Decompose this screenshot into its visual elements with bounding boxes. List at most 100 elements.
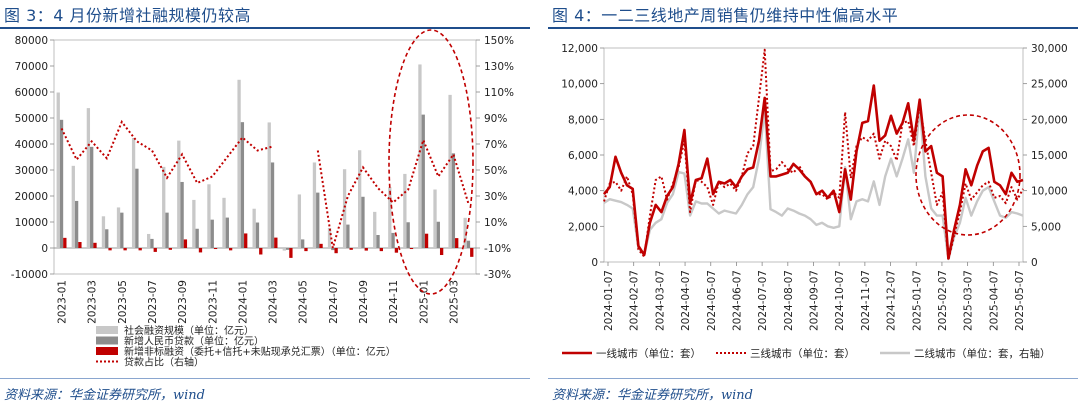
bottom-rule	[548, 378, 1078, 379]
bar-3	[364, 248, 368, 251]
y-tick-label: 70000	[15, 61, 48, 73]
y2-tick-label: 70%	[484, 139, 507, 151]
bar-3	[153, 248, 157, 252]
bottom-rule	[0, 378, 530, 379]
y-tick-label: 80000	[15, 35, 48, 47]
bar-2	[391, 232, 395, 248]
y2-tick-label: 0	[1031, 257, 1038, 269]
bar-3	[319, 243, 323, 248]
bar-3	[394, 248, 399, 253]
x-tick-label: 2024-08-07	[783, 270, 795, 331]
bar-3	[138, 248, 142, 251]
bar-1	[86, 108, 91, 249]
y2-tick-label: 15,000	[1031, 150, 1068, 162]
y2-tick-label: 10%	[484, 217, 507, 229]
legend-label: 三线城市（单位：套）	[750, 347, 855, 360]
bar-1	[267, 122, 271, 248]
x-tick-label: 2025-03-07	[963, 270, 975, 331]
legend-swatch	[96, 347, 118, 355]
y-tick-label: 30000	[15, 165, 48, 177]
bar-1	[222, 197, 226, 248]
bar-2	[376, 235, 380, 248]
y2-tick-label: -30%	[484, 269, 511, 281]
x-tick-label: 2025-01	[418, 280, 430, 324]
bar-1	[162, 166, 166, 248]
legend-label: 新增人民币贷款（单位：亿元）	[124, 335, 264, 348]
x-tick-label: 2024-12-07	[886, 270, 898, 331]
y-tick-label: 12,000	[561, 43, 598, 55]
bar-1	[418, 64, 422, 248]
title-rule	[0, 27, 530, 29]
bar-2	[406, 222, 410, 248]
y-tick-label: 10,000	[561, 79, 598, 91]
x-tick-label: 2023-07	[147, 280, 159, 324]
x-tick-label: 2023-09	[177, 280, 189, 324]
social-financing-chart: -10000 0 10000 20000 30000 40000 50000 60000 700…	[11, 29, 514, 369]
panel-social-financing: 图 3：4 月份新增社融规模仍较高 -10000 0 10000 20000 30000…	[0, 0, 530, 407]
bar-1	[342, 169, 347, 248]
y2-tick-label: 25,000	[1031, 79, 1068, 91]
bar-2	[285, 248, 290, 250]
bar-3	[470, 248, 474, 257]
bar-3	[168, 248, 172, 250]
bar-3	[424, 233, 429, 248]
legend-label: 新增非标融资（委托+信托+未贴现承兑汇票）（单位：亿元）	[124, 345, 396, 358]
x-tick-label: 2024-01-07	[603, 270, 615, 331]
bar-2	[270, 162, 275, 248]
x-tick-label: 2024-01	[237, 280, 249, 324]
bar-1	[312, 162, 317, 248]
x-tick-label: 2025-01-07	[911, 270, 923, 331]
bar-2	[346, 224, 350, 248]
bar-3	[274, 237, 278, 248]
y-tick-label: 0	[41, 243, 48, 255]
panel-property-sales: 图 4：一二三线地产周销售仍维持中性偏高水平 0 2,000 4,000 6,000 8…	[548, 0, 1078, 407]
bar-2	[150, 238, 154, 248]
bar-2	[120, 212, 124, 248]
bar-3	[259, 248, 263, 255]
bar-2	[421, 114, 425, 249]
x-tick-label: 2024-09-07	[809, 270, 821, 331]
bar-3	[244, 233, 248, 248]
x-tick-label: 2023-11	[207, 280, 219, 324]
x-tick-label: 2024-07-07	[757, 270, 769, 331]
bar-2	[74, 200, 79, 248]
bar-1	[388, 187, 392, 248]
y-tick-label: 2,000	[568, 221, 598, 233]
bar-3	[78, 242, 82, 248]
plot-frame	[53, 39, 477, 275]
bar-1	[448, 94, 452, 248]
bar-2	[180, 181, 184, 248]
y2-tick-label: 5,000	[1031, 221, 1061, 233]
bar-1	[147, 233, 151, 248]
bar-2	[59, 119, 64, 248]
bar-1	[207, 184, 211, 248]
bar-3	[409, 248, 414, 250]
y-tick-label: 20000	[15, 191, 48, 203]
bar-3	[108, 248, 112, 251]
x-tick-label: 2023-01	[57, 280, 69, 324]
x-tick-label: 2024-04-07	[680, 270, 692, 331]
legend-swatch	[96, 336, 118, 345]
x-tick-label: 2024-05-07	[706, 270, 718, 331]
bar-2	[210, 219, 214, 248]
bar-2	[316, 192, 320, 248]
legend-label: 一线城市（单位：套）	[596, 347, 701, 360]
y-tick-label: 60000	[15, 87, 48, 99]
bar-3	[228, 248, 233, 251]
bar-2	[331, 248, 335, 251]
x-tick-label: 2024-03-07	[654, 270, 666, 331]
x-tick-label: 2025-04-07	[988, 270, 1000, 331]
x-tick-label: 2023-05	[117, 280, 129, 324]
bar-2	[361, 196, 365, 248]
legend-label: 贷款占比（右轴）	[124, 356, 204, 369]
bar-2	[451, 153, 456, 248]
series-line-3	[603, 104, 1024, 261]
x-tick-label: 2024-02-07	[629, 270, 641, 331]
bar-1	[101, 216, 106, 248]
x-tick-label: 2024-07	[328, 280, 340, 324]
bar-3	[123, 248, 127, 251]
bar-2	[255, 222, 260, 248]
y-tick-label: 8,000	[568, 114, 598, 126]
y2-tick-label: 30,000	[1031, 43, 1068, 55]
bar-1	[403, 173, 407, 248]
